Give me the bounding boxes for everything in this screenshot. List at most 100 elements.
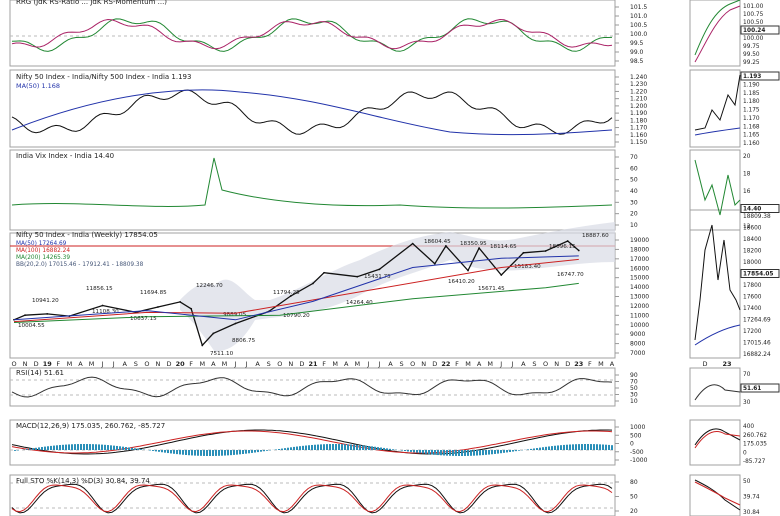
ratio-side-frame	[689, 69, 741, 148]
x-axis-label: A	[211, 360, 216, 368]
ratio-side-tick: 1.170	[743, 116, 760, 122]
macd-side-tick: 400	[743, 424, 754, 430]
vix-tick: 40	[630, 188, 638, 195]
sto-side-tick: 39.74	[743, 495, 760, 501]
ratio-side-tick: 1.190	[743, 82, 760, 88]
x-axis-label: F	[455, 360, 459, 368]
macd-histogram-bar	[365, 445, 367, 450]
price-point	[378, 268, 381, 271]
macd-histogram-bar	[260, 450, 262, 452]
macd-histogram-bar	[254, 450, 256, 453]
price-side-tick: 16882.24	[743, 352, 771, 358]
ratio-tick: 1.150	[630, 139, 647, 146]
price-side-tick: 18000	[743, 260, 762, 266]
macd-histogram-bar	[488, 450, 490, 455]
macd-histogram-bar	[338, 444, 340, 450]
price-side-current-box	[740, 269, 780, 278]
macd-histogram-bar	[461, 450, 463, 456]
macd-label: MACD(12,26,9) 175.035, 260.762, -85.727	[16, 422, 165, 430]
rsi-tick: 90	[630, 372, 638, 379]
x-axis-label: A	[388, 360, 393, 368]
macd-histogram-bar	[566, 444, 568, 450]
macd-histogram-bar	[374, 446, 376, 450]
price-tick: 16000	[630, 265, 649, 272]
rrg-side-current-box	[740, 25, 780, 35]
price-tick: 15000	[630, 275, 649, 282]
macd-histogram-bar	[242, 450, 244, 455]
macd-histogram-bar	[239, 450, 241, 455]
x-axis-label: S	[532, 360, 536, 368]
macd-histogram-bar	[293, 446, 295, 450]
macd-histogram-bar	[347, 444, 349, 450]
x-axis-label: F	[56, 360, 60, 368]
macd-histogram-bar	[98, 444, 100, 450]
macd-line	[11, 429, 613, 455]
rsi-tick: 70	[630, 379, 638, 386]
right-axis-ticks: 101.5101.0100.5100.099.599.098.51.2401.2…	[615, 4, 649, 515]
x-axis-label: M	[89, 360, 95, 368]
side-x-axis-label: D	[702, 360, 707, 368]
side-sto-k	[694, 479, 741, 511]
macd-histogram-bar	[290, 447, 292, 450]
ratio-side-current-box	[740, 71, 780, 81]
vix-side-tick: 12	[743, 224, 751, 230]
x-axis-label: S	[267, 360, 271, 368]
macd-histogram-bar	[251, 450, 253, 453]
x-axis-label: J	[245, 360, 248, 368]
price-annotation: 16410.20	[448, 279, 475, 285]
x-axis-label: D	[432, 360, 437, 368]
macd-histogram-bar	[95, 444, 97, 450]
price-annotation: 10004.55	[18, 323, 45, 329]
bollinger-band	[180, 222, 615, 352]
macd-histogram-bar	[431, 450, 433, 455]
vix-side-tick: 16	[743, 189, 751, 195]
macd-histogram-bar	[116, 445, 118, 450]
macd-histogram-bar	[467, 450, 469, 456]
sto-tick: 20	[630, 508, 638, 515]
ratio-ma-line	[11, 89, 613, 136]
rsi-line	[11, 376, 613, 398]
x-axis-label: J	[112, 360, 115, 368]
rrg-side-tick: 99.50	[743, 52, 760, 58]
price-point	[433, 262, 436, 265]
price-label: Nifty 50 Index - India (Weekly) 17854.05	[16, 231, 158, 239]
price-tick: 17000	[630, 256, 649, 263]
rsi-side-tick: 70	[743, 372, 751, 378]
rrg-tick: 98.5	[630, 58, 644, 65]
rrg-tick: 101.5	[630, 4, 647, 11]
price-annotation: 7511.10	[210, 351, 234, 357]
macd-histogram-bar	[113, 445, 115, 450]
macd-side-tick: 260.762	[743, 433, 767, 439]
series-line	[13, 240, 580, 347]
price-tick: 8000	[630, 341, 645, 348]
ratio-frame	[9, 69, 616, 148]
macd-histogram-bar	[56, 445, 58, 450]
macd-histogram-bar	[104, 444, 106, 450]
macd-histogram-bar	[167, 450, 169, 454]
x-axis-label: 21	[308, 360, 318, 368]
macd-histogram-bar	[506, 450, 508, 453]
macd-histogram-bar	[545, 446, 547, 450]
macd-histogram-bar	[482, 450, 484, 456]
macd-histogram-bar	[602, 444, 604, 450]
x-axis-label: 23	[574, 360, 583, 368]
side-ratio-ma	[694, 127, 741, 136]
price-annotation: 12246.70	[196, 283, 223, 289]
price-tick: 9000	[630, 331, 645, 338]
rsi-tick: 50	[630, 385, 638, 392]
price-annotation: 18096.15	[549, 244, 576, 250]
macd-histogram-bar	[47, 446, 49, 450]
x-axis: O N D 19 F M A M J J A S O N D 20 F M A M J J A S O N D 21 F M A M J J A S O…	[11, 360, 731, 368]
price-annotation: 11108.30	[92, 309, 119, 315]
x-axis-label: A	[521, 360, 526, 368]
macd-histogram-bar	[248, 450, 250, 454]
macd-histogram-bar	[533, 448, 535, 450]
macd-histogram-bar	[530, 448, 532, 450]
price-point	[190, 307, 193, 310]
macd-histogram-bar	[329, 444, 331, 450]
macd-histogram-bar	[119, 446, 121, 450]
vix-frame	[9, 149, 616, 231]
x-axis-label: F	[322, 360, 326, 368]
macd-histogram-bar	[308, 445, 310, 450]
ratio-tick: 1.190	[630, 110, 647, 117]
